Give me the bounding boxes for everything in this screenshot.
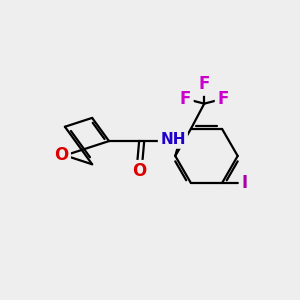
Text: I: I	[241, 174, 248, 192]
Text: F: F	[180, 90, 191, 108]
Text: F: F	[199, 75, 210, 93]
Text: O: O	[132, 162, 146, 180]
Text: O: O	[54, 146, 68, 164]
Text: NH: NH	[160, 131, 186, 146]
Text: F: F	[217, 90, 229, 108]
